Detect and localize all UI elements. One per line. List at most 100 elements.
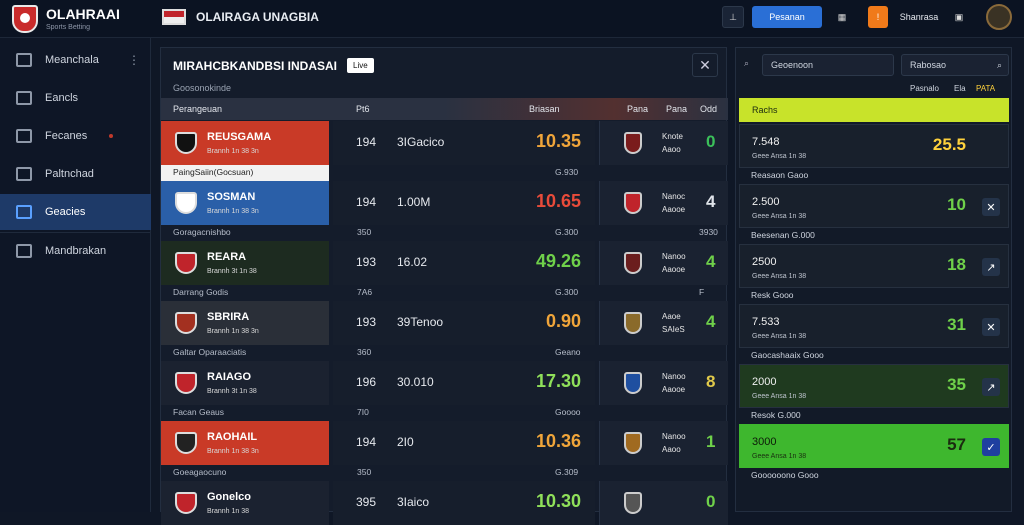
car-icon — [16, 167, 32, 181]
grid-icon[interactable]: ▦ — [837, 11, 847, 22]
opponent-sub: SAIeS — [662, 325, 685, 334]
sidebar-item-label: Meanchala — [45, 54, 99, 66]
opponent-cell[interactable]: 0 — [599, 481, 728, 525]
table-row[interactable]: REUSGAMA Brannh 1n 38 3n 194 3IGacico 10… — [161, 121, 728, 165]
odds-button[interactable]: 49.26 — [535, 251, 581, 271]
odds-button[interactable]: 10.65 — [535, 191, 581, 211]
opponent-name: Nanoo — [662, 432, 686, 441]
opponent-score: 4 — [706, 252, 716, 271]
search-input[interactable]: Geoenoon — [762, 54, 894, 76]
pin-icon[interactable]: ⊥ — [722, 6, 744, 28]
sidebar-item-list[interactable]: Eancls — [0, 80, 151, 116]
group-divider: Goeagaocuno 350 G.309 — [161, 465, 728, 481]
slip-highlight-row[interactable]: Rachs — [739, 98, 1009, 122]
opponent-cell[interactable]: Nanoo Aaoo 1 — [599, 421, 728, 465]
match-number: 196 — [356, 375, 377, 389]
filter-icon[interactable]: ⌕ — [744, 58, 750, 68]
user-name-label: Shanrasa — [899, 12, 939, 22]
slip-action-icon[interactable]: ✓ — [982, 438, 1000, 456]
notification-dot — [109, 134, 113, 138]
secondary-search[interactable]: Rabosao ⌕ — [901, 54, 1009, 76]
odds-button[interactable]: 17.30 — [535, 371, 581, 391]
sidebar-item-home[interactable]: Meanchala ⋮ — [0, 42, 151, 78]
opponent-crest-icon — [624, 192, 642, 214]
avatar[interactable] — [986, 4, 1012, 30]
slip-card[interactable]: 7.533 Geee Ansa 1n 38 31 ✕ — [739, 304, 1009, 348]
slip-odds: 25.5 — [932, 135, 966, 154]
primary-button-label: Pesanan — [769, 12, 805, 22]
table-header: Perangeuan Pt6 Briasan Pana Pana Odd — [161, 98, 728, 120]
sidebar: Meanchala ⋮ Eancls Fecanes Paltnchad Geac… — [0, 38, 151, 512]
team-name: RAIAGO — [207, 371, 251, 383]
user-name[interactable]: Shanrasa — [892, 6, 946, 28]
slip-card[interactable]: 2000 Geee Ansa 1n 38 35 ↗ — [739, 364, 1009, 408]
table-row[interactable]: Gonelco Brannh 1n 38 395 3Iaico 10.30 0 — [161, 481, 728, 525]
match-number: 395 — [356, 495, 377, 509]
team-crest-icon — [175, 492, 197, 514]
slip-odds: 31 — [947, 315, 966, 334]
opponent-cell[interactable]: Nanoc Aaooe 4 — [599, 181, 728, 225]
table-row[interactable]: REARA Brannh 3t 1n 38 193 16.02 49.26 Na… — [161, 241, 728, 285]
sidebar-item-menu[interactable]: Mandbrakan — [0, 232, 151, 268]
sidebar-item-chart[interactable]: Geacies — [0, 194, 151, 230]
alert-icon[interactable]: ! — [868, 6, 888, 28]
opponent-name: Aaoe — [662, 312, 681, 321]
table-row[interactable]: SOSMAN Brannh 1n 38 3n 194 1.00M 10.65 N… — [161, 181, 728, 225]
match-value: 2I0 — [397, 435, 414, 449]
odds-button[interactable]: 0.90 — [545, 311, 581, 331]
odds-button[interactable]: 10.36 — [535, 431, 581, 451]
opponent-crest-icon — [624, 372, 642, 394]
sidebar-item-chat[interactable]: Fecanes — [0, 118, 151, 154]
slip-action-icon[interactable]: ✕ — [982, 318, 1000, 336]
group-divider: Darrang Godis 7A6 G.300 F — [161, 285, 728, 301]
brand[interactable]: OLAHRAAI Sports Betting — [12, 5, 120, 33]
opponent-score: 4 — [706, 192, 716, 211]
primary-button[interactable]: Pesanan — [752, 6, 822, 28]
slip-card[interactable]: 7.548 Geee Ansa 1n 38 25.5 — [739, 124, 1009, 168]
slip-sub: Geee Ansa 1n 38 — [752, 453, 807, 460]
panel-icon[interactable]: ▣ — [954, 11, 964, 22]
slip-group-label: Beesenan G.000 — [739, 228, 1009, 244]
opponent-cell[interactable]: Knote Aaoo 0 — [599, 121, 728, 165]
group-count: 7A6 — [357, 287, 373, 297]
team-cell[interactable]: REARA Brannh 3t 1n 38 — [161, 241, 329, 285]
team-cell[interactable]: Gonelco Brannh 1n 38 — [161, 481, 329, 525]
slip-action-icon[interactable]: ↗ — [982, 378, 1000, 396]
slip-group-label: Reasaon Gaoo — [739, 168, 1009, 184]
slip-group-text: Gaocashaaix Gooo — [751, 350, 824, 360]
app-title: OLAHRAAI — [46, 6, 120, 22]
opponent-cell[interactable]: Nanoo Aaooe 4 — [599, 241, 728, 285]
slip-card[interactable]: 2500 Geee Ansa 1n 38 18 ↗ — [739, 244, 1009, 288]
slip-amount: 3000 — [752, 436, 777, 448]
slip-action-icon[interactable]: ✕ — [982, 198, 1000, 216]
opponent-cell[interactable]: Nanoo Aaooe 8 — [599, 361, 728, 405]
team-cell[interactable]: RAIAGO Brannh 3t 1n 38 — [161, 361, 329, 405]
group-label: Goeagaocuno — [173, 467, 227, 477]
opponent-sub: Aaoo — [662, 145, 681, 154]
slip-action-icon[interactable]: ↗ — [982, 258, 1000, 276]
team-cell[interactable]: RAOHAIL Brannh 1n 38 3n — [161, 421, 329, 465]
sidebar-item-label: Paltnchad — [45, 168, 94, 180]
table-row[interactable]: RAIAGO Brannh 3t 1n 38 196 30.010 17.30 … — [161, 361, 728, 405]
more-icon[interactable]: ⋮ — [128, 53, 140, 67]
slip-card[interactable]: 3000 Geee Ansa 1n 38 57 ✓ — [739, 424, 1009, 468]
team-name: Gonelco — [207, 491, 252, 503]
table-row[interactable]: SBRIRA Brannh 1n 38 3n 193 39Tenoo 0.90 … — [161, 301, 728, 345]
opponent-score: 1 — [706, 432, 716, 451]
home-icon — [16, 53, 32, 67]
team-cell[interactable]: SOSMAN Brannh 1n 38 3n — [161, 181, 329, 225]
team-cell[interactable]: REUSGAMA Brannh 1n 38 3n — [161, 121, 329, 165]
slip-group-label: Resok G.000 — [739, 408, 1009, 424]
table-row[interactable]: RAOHAIL Brannh 1n 38 3n 194 2I0 10.36 Na… — [161, 421, 728, 465]
odds-button[interactable]: 10.30 — [535, 491, 581, 511]
opponent-cell[interactable]: Aaoe SAIeS 4 — [599, 301, 728, 345]
close-icon[interactable]: ✕ — [692, 53, 718, 77]
panel-subtitle: Goosonokinde — [173, 83, 232, 93]
odds-button[interactable]: 10.35 — [535, 131, 581, 151]
search-text: Geoenoon — [771, 60, 814, 70]
sidebar-item-car[interactable]: Paltnchad — [0, 156, 151, 192]
team-cell[interactable]: SBRIRA Brannh 1n 38 3n — [161, 301, 329, 345]
slip-card[interactable]: 2.500 Geee Ansa 1n 38 10 ✕ — [739, 184, 1009, 228]
match-number: 193 — [356, 315, 377, 329]
slip-odds: 57 — [947, 435, 966, 454]
